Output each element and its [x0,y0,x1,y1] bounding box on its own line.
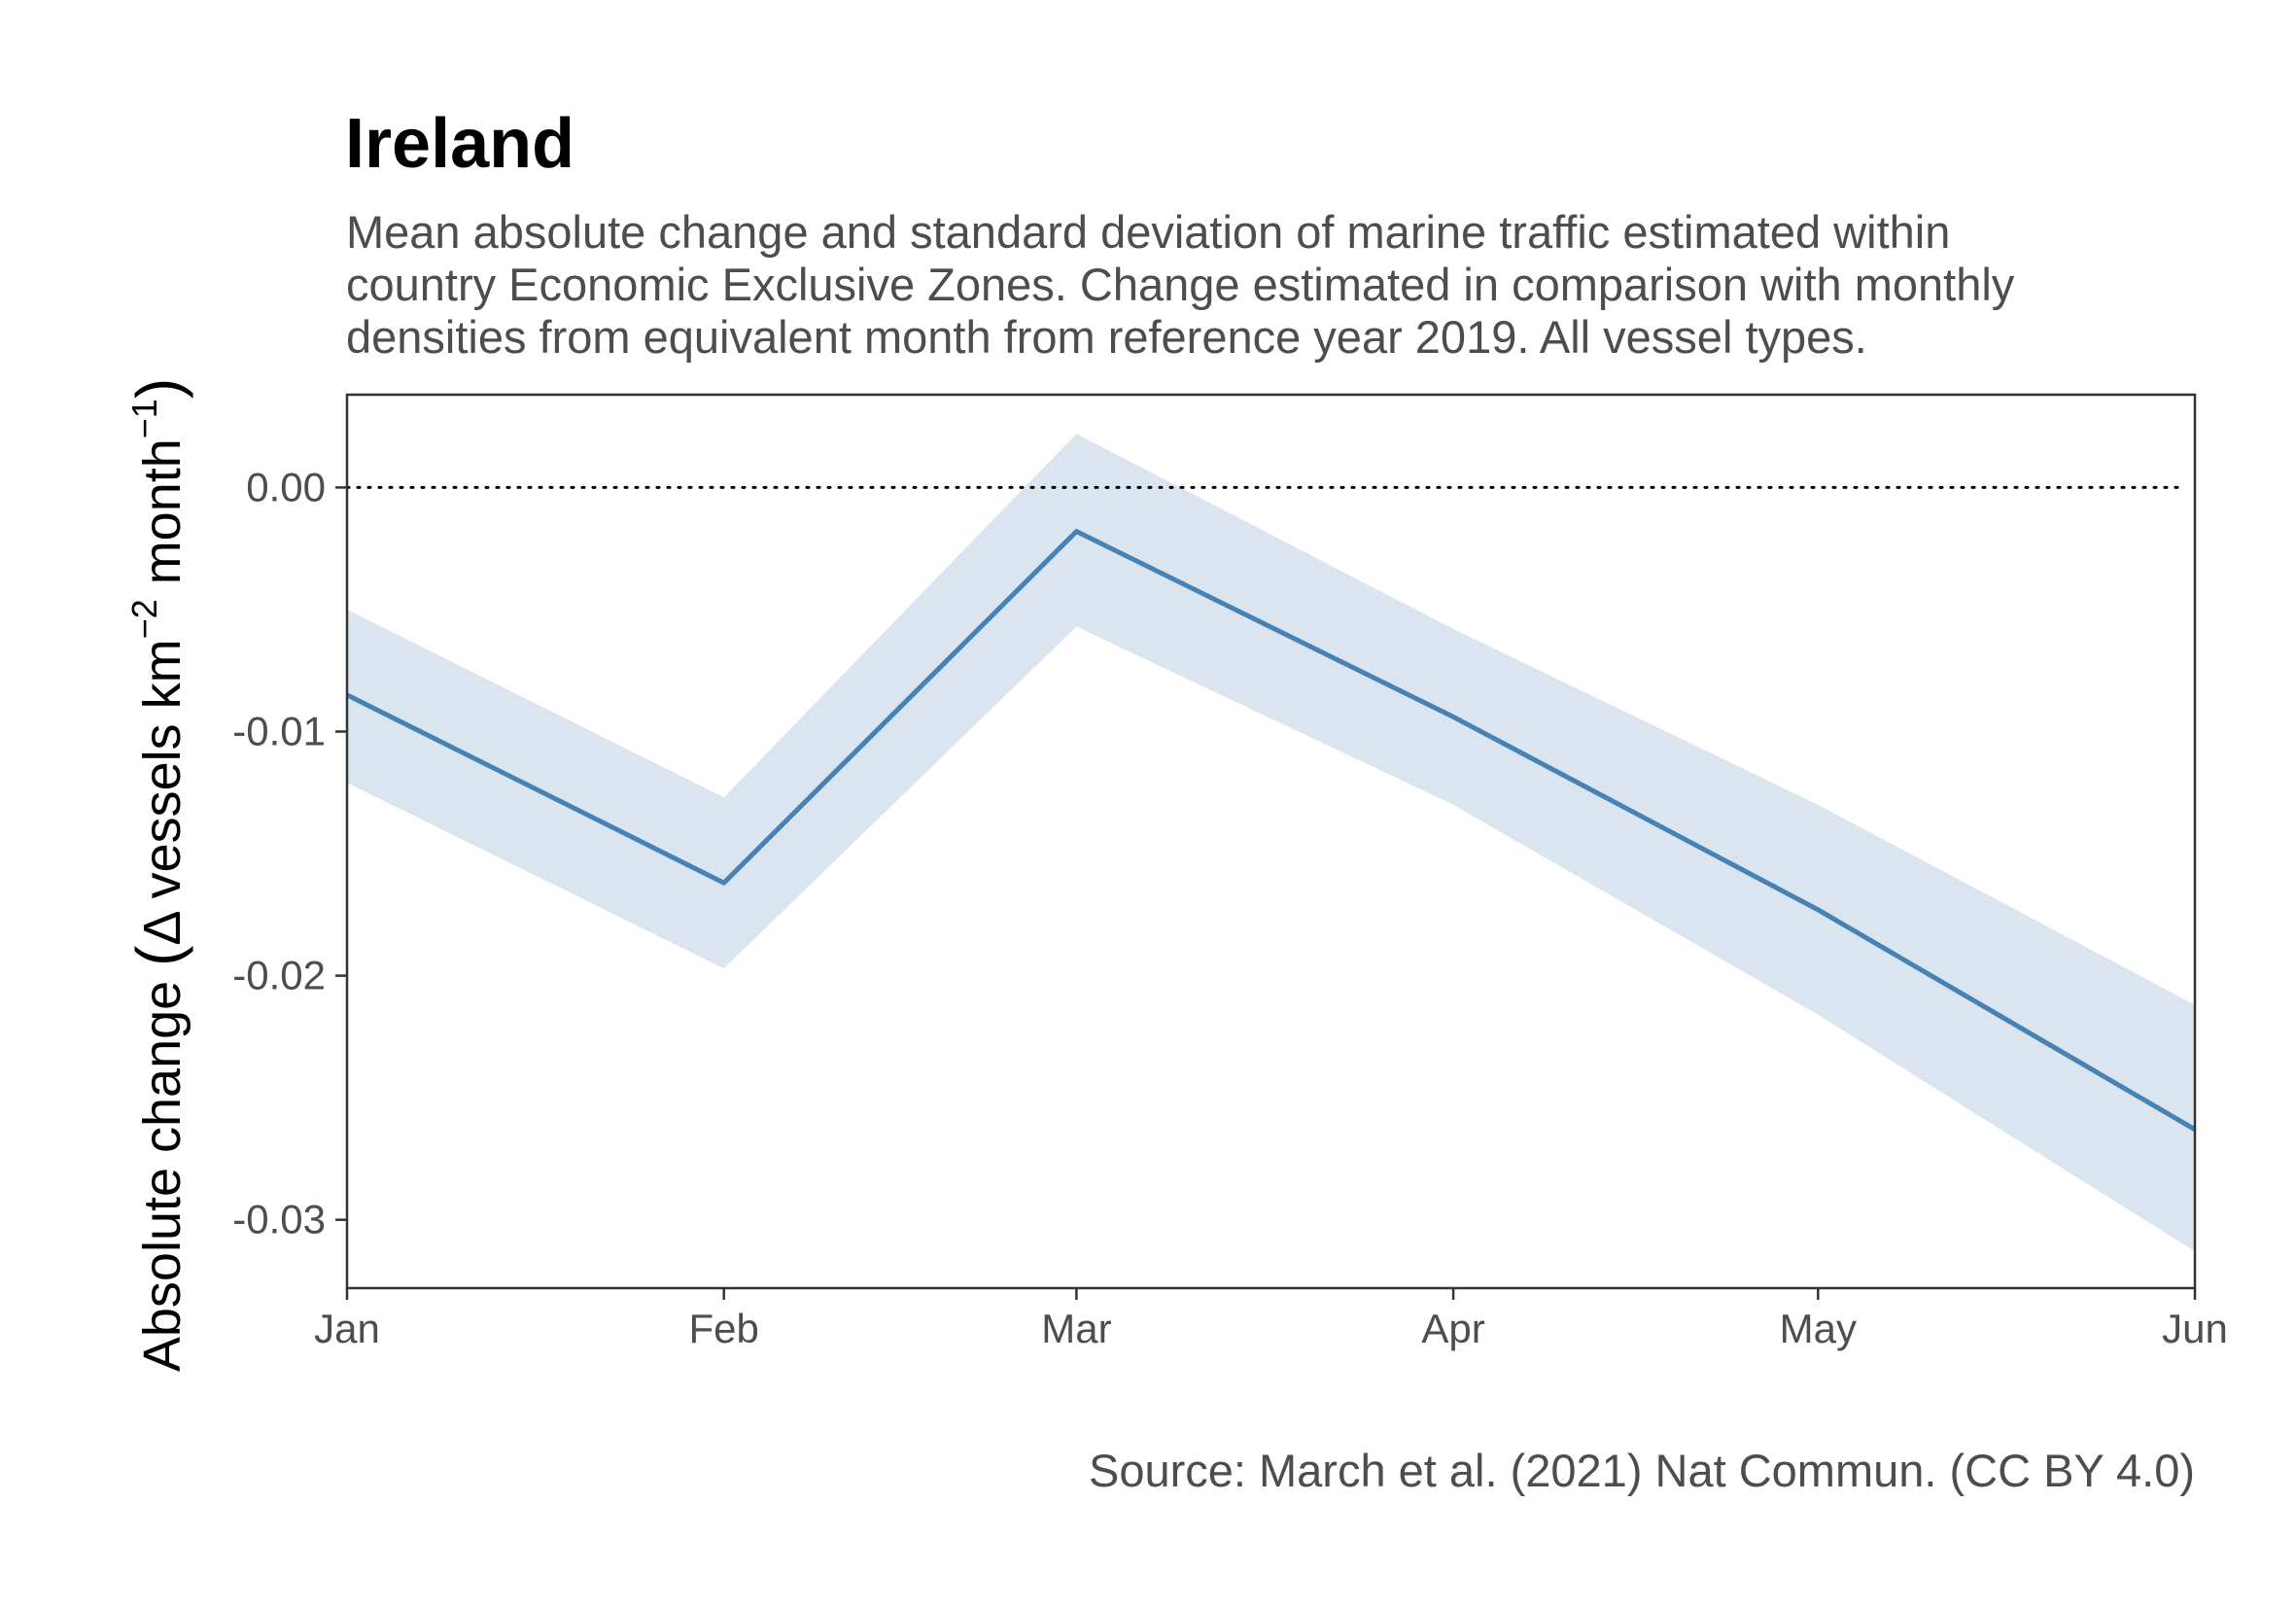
sd-band [347,434,2195,1252]
x-tick-label-2: Mar [1041,1306,1111,1351]
x-tick-label-3: Apr [1421,1306,1484,1351]
subtitle-line-2: country Economic Exclusive Zones. Change… [346,259,2015,310]
y-tick-label-2: -0.02 [232,953,326,998]
x-tick-label-0: Jan [314,1306,380,1351]
chart-title: Ireland [345,105,575,183]
x-tick-label-1: Feb [689,1306,759,1351]
mean-line [345,529,2197,1132]
chart-subtitle: Mean absolute change and standard deviat… [346,206,2193,364]
x-tick-label-5: Jun [2162,1306,2228,1351]
plot-panel-border [345,393,2197,1290]
x-tick-label-4: May [1780,1306,1857,1351]
y-tick-label-3: -0.03 [232,1197,326,1242]
y-tick-label-1: -0.01 [232,709,326,754]
y-tick-label-0: 0.00 [246,464,326,509]
y-axis-title: Absolute change (Δ vessels km−2 month−1) [123,378,193,1372]
subtitle-line-3: densities from equivalent month from ref… [346,311,1867,363]
subtitle-line-1: Mean absolute change and standard deviat… [346,206,1951,258]
plot-layer [345,434,2197,1252]
axis-layer: 0.00 -0.01 -0.02 -0.03 Jan Feb Mar Apr May Jun [232,393,2228,1351]
chart-caption: Source: March et al. (2021) Nat Commun. … [1088,1445,2195,1496]
